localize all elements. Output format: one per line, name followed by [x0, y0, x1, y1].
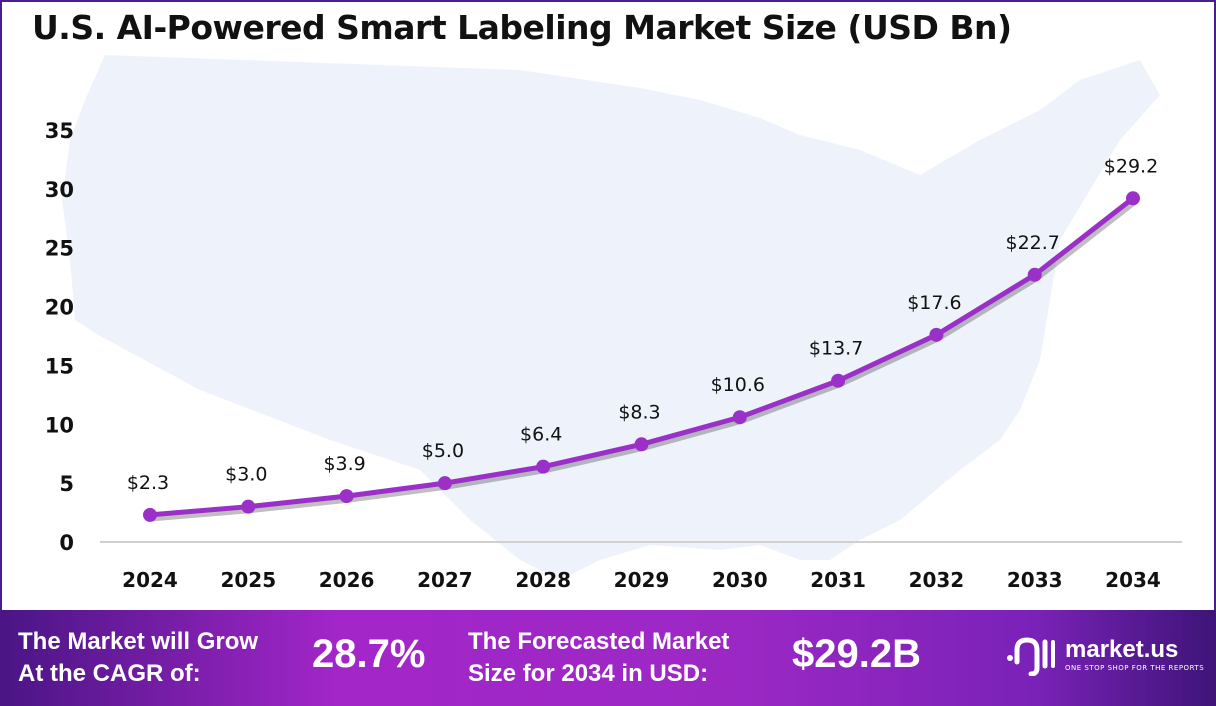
x-tick-label: 2026	[319, 568, 375, 592]
forecast-label-line2: Size for 2034 in USD:	[468, 660, 709, 687]
forecast-value: $29.2B	[792, 632, 921, 676]
data-point	[1027, 267, 1042, 282]
data-point	[241, 499, 256, 514]
data-label: $29.2	[1104, 155, 1158, 177]
data-point	[1126, 191, 1140, 206]
x-tick-label: 2029	[614, 568, 670, 592]
data-point	[929, 327, 944, 342]
x-tick-label: 2032	[909, 568, 965, 592]
data-label: $2.3	[127, 472, 169, 494]
data-point	[634, 437, 649, 452]
logo-tagline: ONE STOP SHOP FOR THE REPORTS	[1065, 664, 1205, 672]
data-point	[732, 410, 747, 425]
summary-banner: The Market will Grow At the CAGR of: 28.…	[0, 610, 1216, 706]
x-tick-label: 2034	[1105, 568, 1161, 592]
forecast-label-line1: The Forecasted Market	[468, 628, 730, 655]
data-label: $3.9	[323, 453, 365, 475]
x-tick-label: 2033	[1007, 568, 1063, 592]
data-point	[831, 373, 846, 388]
data-point	[437, 476, 452, 491]
data-label: $3.0	[225, 464, 267, 486]
market-us-logo: market.us ONE STOP SHOP FOR THE REPORTS	[1005, 632, 1204, 676]
cagr-value: 28.7%	[312, 632, 426, 676]
x-tick-label: 2027	[417, 568, 473, 592]
x-tick-label: 2031	[810, 568, 866, 592]
data-label: $10.6	[711, 374, 765, 396]
x-tick-label: 2025	[220, 568, 276, 592]
x-tick-label: 2028	[515, 568, 571, 592]
cagr-label-line1: The Market will Grow	[18, 628, 259, 655]
y-tick-label: 30	[45, 178, 74, 202]
y-tick-label: 35	[45, 119, 74, 143]
y-tick-label: 5	[59, 472, 74, 496]
data-label: $6.4	[520, 424, 562, 446]
x-tick-label: 2030	[712, 568, 768, 592]
us-map-silhouette	[62, 55, 1160, 580]
y-tick-label: 0	[59, 531, 74, 555]
logo-mark-icon	[1007, 637, 1055, 676]
y-tick-label: 10	[45, 413, 74, 437]
data-label: $8.3	[618, 401, 660, 423]
y-tick-label: 25	[45, 237, 74, 261]
data-point	[536, 459, 551, 474]
forecast-label: The Forecasted Market Size for 2034 in U…	[468, 626, 729, 690]
chart-title: U.S. AI-Powered Smart Labeling Market Si…	[32, 8, 1012, 47]
data-point	[339, 489, 354, 504]
logo-name: market.us	[1065, 636, 1179, 663]
cagr-label: The Market will Grow At the CAGR of:	[18, 626, 258, 690]
data-label: $17.6	[907, 292, 961, 314]
y-tick-label: 15	[45, 354, 74, 378]
cagr-label-line2: At the CAGR of:	[18, 660, 201, 687]
data-label: $13.7	[809, 338, 863, 360]
x-tick-label: 2024	[122, 568, 178, 592]
data-label: $22.7	[1005, 232, 1059, 254]
data-point	[143, 507, 157, 522]
y-tick-label: 20	[45, 296, 74, 320]
data-label: $5.0	[422, 440, 464, 462]
